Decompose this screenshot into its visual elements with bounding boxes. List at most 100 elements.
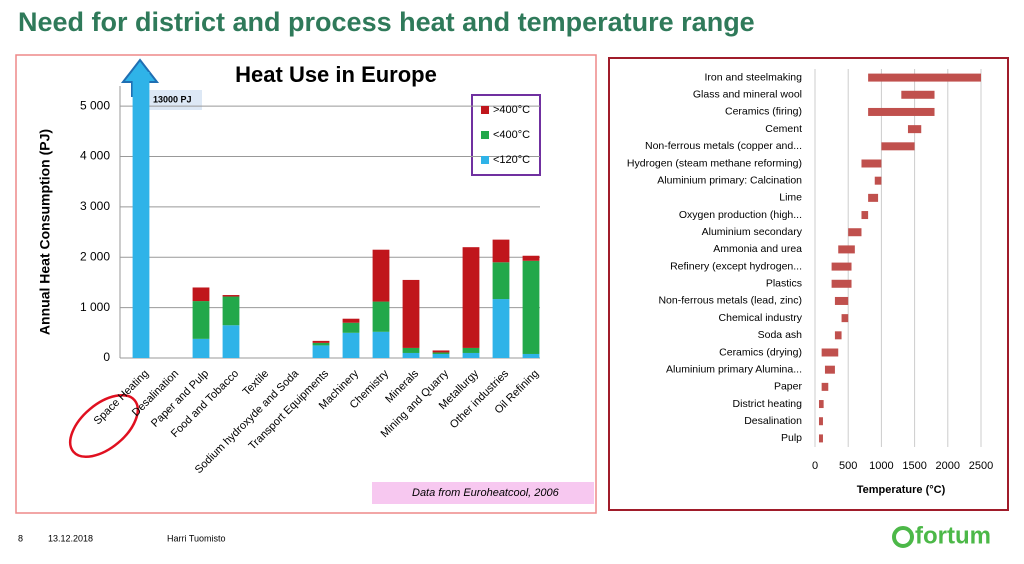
category-label: Soda ash bbox=[758, 329, 803, 341]
bar-segment bbox=[342, 332, 360, 358]
footer bbox=[0, 526, 1024, 559]
range-bar bbox=[901, 90, 935, 99]
highlight-ellipse bbox=[69, 394, 139, 458]
bar-segment bbox=[342, 322, 360, 333]
category-label: Hydrogen (steam methane reforming) bbox=[627, 157, 802, 169]
y-tick-label: 1 000 bbox=[80, 300, 110, 314]
category-label: Aluminium primary Alumina... bbox=[666, 363, 802, 375]
annotation: 13000 PJ bbox=[153, 94, 192, 104]
y-axis-label: Annual Heat Consumption (PJ) bbox=[37, 129, 53, 335]
category-label: Glass and mineral wool bbox=[693, 89, 802, 101]
bar-segment bbox=[402, 347, 420, 353]
range-bar bbox=[874, 176, 882, 185]
legend-swatch bbox=[481, 106, 489, 114]
source: Data from Euroheatcool, 2006 bbox=[412, 487, 560, 499]
range-bar bbox=[831, 279, 852, 288]
bar-segment bbox=[432, 350, 450, 353]
bar-segment bbox=[462, 247, 480, 348]
y-tick-label: 2 000 bbox=[80, 249, 110, 263]
logo-icon bbox=[892, 526, 914, 548]
bar-segment bbox=[312, 345, 330, 358]
category-label: Aluminium secondary bbox=[702, 226, 803, 238]
range-bar bbox=[841, 314, 849, 323]
category-label: Oxygen production (high... bbox=[679, 209, 802, 221]
bar-segment bbox=[522, 353, 540, 358]
bar-segment bbox=[492, 239, 510, 263]
source-box bbox=[372, 482, 594, 504]
legend-swatch bbox=[481, 156, 489, 164]
category-label: Non-ferrous metals (lead, zinc) bbox=[658, 295, 802, 307]
range-bar bbox=[861, 211, 869, 220]
author: Harri Tuomisto bbox=[167, 533, 226, 543]
range-bar bbox=[818, 434, 823, 443]
bar-segment bbox=[462, 347, 480, 353]
range-bar bbox=[868, 193, 879, 202]
bar-segment bbox=[222, 295, 240, 297]
category-label: Desalination bbox=[744, 415, 802, 427]
category-label: Cement bbox=[765, 123, 802, 135]
bar-segment bbox=[192, 287, 210, 302]
bar-segment bbox=[342, 318, 360, 323]
range-bar bbox=[818, 417, 823, 426]
bar-segment bbox=[492, 299, 510, 358]
category-label: District heating bbox=[733, 398, 803, 410]
bar-segment bbox=[372, 301, 390, 332]
x-tick-label: 1500 bbox=[902, 460, 926, 472]
category-label: Paper bbox=[774, 381, 803, 393]
category-label: Pulp bbox=[781, 432, 802, 444]
bar-segment bbox=[402, 279, 420, 348]
x-axis-label: Temperature (°C) bbox=[857, 484, 946, 496]
bar-segment bbox=[372, 331, 390, 358]
x-tick-label: 0 bbox=[812, 460, 818, 472]
x-tick-label: 500 bbox=[839, 460, 857, 472]
category-label: Non-ferrous metals (copper and... bbox=[645, 140, 802, 152]
right-panel bbox=[608, 57, 1009, 511]
range-bar bbox=[861, 159, 882, 168]
category-label: Ammonia and urea bbox=[713, 243, 802, 255]
page-number: 8 bbox=[18, 533, 23, 543]
range-bar bbox=[868, 107, 935, 116]
category-label: Aluminium primary: Calcination bbox=[657, 174, 802, 186]
bar-segment bbox=[192, 301, 210, 339]
annotation-box bbox=[146, 90, 202, 110]
category-label: Lime bbox=[779, 192, 802, 204]
bar-segment bbox=[222, 296, 240, 326]
y-tick-label: 4 000 bbox=[80, 149, 110, 163]
bar-segment bbox=[432, 352, 450, 354]
legend-swatch bbox=[481, 131, 489, 139]
range-bar bbox=[824, 365, 835, 374]
range-bar bbox=[848, 228, 862, 237]
range-bar bbox=[881, 142, 915, 151]
category-label: Refinery (except hydrogen... bbox=[670, 260, 802, 272]
bar-segment bbox=[462, 352, 480, 358]
bar-segment bbox=[522, 260, 540, 354]
bar-segment bbox=[312, 340, 330, 343]
legend-label: >400°C bbox=[493, 104, 530, 116]
category-label: Ceramics (firing) bbox=[725, 106, 802, 118]
range-bar bbox=[834, 331, 842, 340]
x-tick-label: 1000 bbox=[869, 460, 893, 472]
bar-segment bbox=[492, 262, 510, 300]
range-bar bbox=[834, 296, 849, 305]
y-tick-label: 5 000 bbox=[80, 98, 110, 112]
bar-segment bbox=[192, 338, 210, 358]
category-label: Plastics bbox=[766, 278, 802, 290]
legend-label: <400°C bbox=[493, 129, 530, 141]
bar-segment bbox=[222, 325, 240, 358]
slide-title: Need for district and process heat and t… bbox=[18, 7, 755, 37]
range-bar bbox=[818, 400, 824, 409]
date: 13.12.2018 bbox=[48, 533, 93, 543]
bar-segment bbox=[522, 255, 540, 261]
bar-segment bbox=[132, 72, 150, 358]
bar-segment bbox=[402, 352, 420, 358]
category-label: Iron and steelmaking bbox=[705, 71, 803, 83]
chart-title: Heat Use in Europe bbox=[235, 62, 437, 87]
bar-segment bbox=[432, 353, 450, 358]
x-tick-label: 2500 bbox=[969, 460, 993, 472]
left-panel bbox=[15, 54, 597, 514]
logo: fortum bbox=[915, 522, 991, 549]
legend-label: <120°C bbox=[493, 154, 530, 166]
category-label: Ceramics (drying) bbox=[719, 346, 802, 358]
